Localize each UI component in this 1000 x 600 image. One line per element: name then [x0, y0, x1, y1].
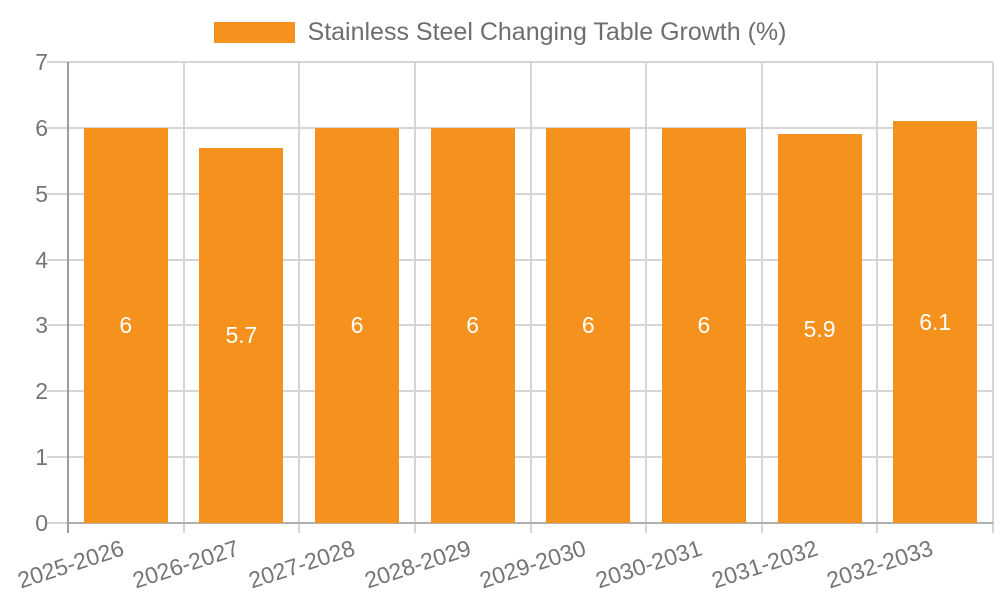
y-axis-label: 7	[35, 49, 48, 75]
y-axis-label: 1	[35, 444, 48, 471]
gridline-vertical	[182, 62, 185, 523]
gridline-vertical	[529, 62, 532, 523]
y-axis-label: 3	[35, 312, 48, 339]
gridline-vertical	[876, 62, 879, 523]
y-axis-label: 4	[35, 246, 48, 273]
x-axis-tick	[298, 523, 301, 533]
y-axis-tick	[47, 522, 68, 524]
y-axis-tick	[47, 258, 68, 261]
x-axis-tick	[876, 523, 879, 533]
y-axis-tick	[47, 61, 68, 63]
gridline-vertical	[298, 62, 301, 523]
y-axis-line	[67, 62, 69, 533]
bar-value-label: 6	[466, 312, 480, 339]
x-axis-line	[68, 522, 993, 524]
bar[interactable]	[893, 121, 978, 523]
bar[interactable]	[661, 127, 746, 523]
x-axis-tick	[182, 523, 185, 533]
bar-value-label: 6	[350, 312, 364, 339]
bar[interactable]	[83, 127, 168, 523]
y-axis-tick	[47, 126, 68, 129]
gridline-vertical	[645, 62, 648, 523]
bar-value-label: 6	[697, 312, 711, 339]
x-axis-tick	[992, 523, 994, 533]
legend-item[interactable]: Stainless Steel Changing Table Growth (%…	[213, 18, 787, 47]
legend: Stainless Steel Changing Table Growth (%…	[0, 18, 1000, 47]
bar-value-label: 5.9	[803, 315, 836, 342]
bar[interactable]	[430, 127, 515, 523]
bar-value-label: 6.1	[919, 309, 952, 336]
x-axis-tick	[760, 523, 763, 533]
y-axis-tick	[47, 324, 68, 327]
y-axis-tick	[47, 456, 68, 459]
legend-swatch	[213, 22, 295, 43]
y-axis-tick	[47, 390, 68, 393]
bar-value-label: 6	[581, 312, 595, 339]
bar[interactable]	[199, 147, 284, 523]
bar-value-label: 6	[119, 312, 133, 339]
x-axis-tick	[529, 523, 532, 533]
x-axis-tick	[413, 523, 416, 533]
bar[interactable]	[777, 134, 862, 523]
gridline-vertical	[413, 62, 416, 523]
plot-area: 0 1 2 3 4 5 6 7 6 5.7 6 6 6 6 5.9 6.1 2025-2026 2026-2027…	[14, 49, 994, 593]
gridline-vertical	[992, 62, 994, 523]
y-axis-tick	[47, 192, 68, 195]
gridline-vertical	[760, 62, 763, 523]
bar[interactable]	[315, 127, 400, 523]
y-axis-label: 5	[35, 180, 48, 207]
bar-value-label: 5.7	[225, 322, 258, 349]
x-axis-tick	[645, 523, 648, 533]
y-axis-label: 6	[35, 114, 48, 141]
y-axis-label: 2	[35, 378, 48, 405]
bar[interactable]	[546, 127, 631, 523]
legend-label: Stainless Steel Changing Table Growth (%…	[307, 18, 787, 46]
y-axis-label: 0	[35, 510, 48, 536]
